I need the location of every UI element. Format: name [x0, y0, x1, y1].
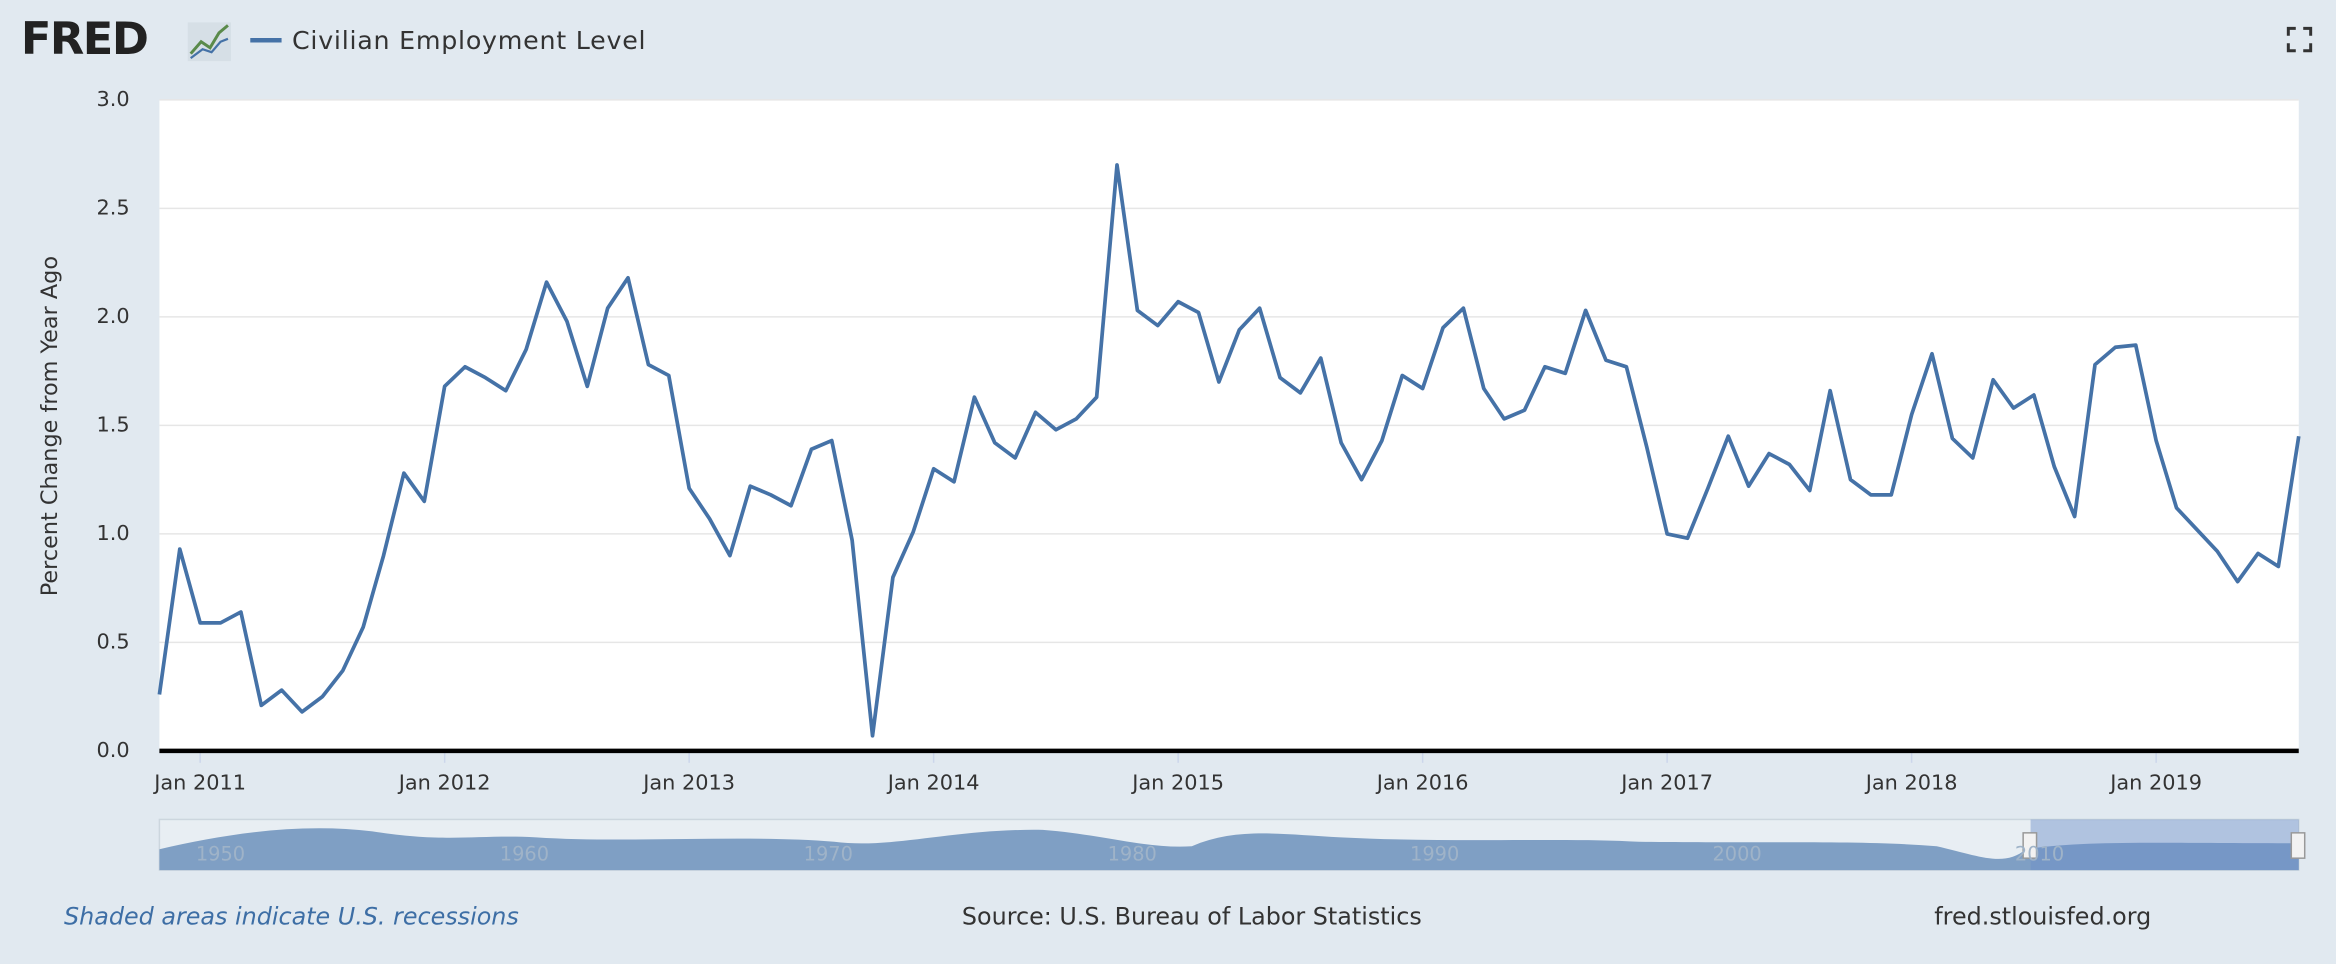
navigator-label: 1980 [1108, 843, 1157, 866]
logo: FRED [21, 13, 148, 65]
navigator-selection[interactable] [2030, 819, 2299, 871]
x-tick-label: Jan 2016 [1375, 771, 1469, 795]
y-axis-label: Percent Change from Year Ago [37, 256, 63, 596]
x-tick-label: Jan 2018 [1864, 771, 1958, 795]
x-tick-label: Jan 2012 [397, 771, 491, 795]
series-line [157, 163, 2301, 738]
logo-icon [187, 22, 231, 62]
navigator-label: 1950 [196, 843, 245, 866]
navigator-label: 1960 [500, 843, 549, 866]
site-link[interactable]: fred.stlouisfed.org [1934, 902, 2151, 930]
recession-note: Shaded areas indicate U.S. recessions [64, 902, 519, 930]
navigator-label: 2010 [2015, 843, 2064, 866]
y-tick-label: 1.0 [96, 521, 129, 545]
y-tick-label: 3.0 [96, 87, 129, 111]
navigator-handle[interactable] [2290, 832, 2306, 859]
source: Source: U.S. Bureau of Labor Statistics [962, 902, 1422, 930]
navigator-area [159, 828, 2299, 871]
x-tick-label: Jan 2011 [152, 771, 246, 795]
y-tick-label: 0.5 [96, 629, 129, 653]
navigator-label: 1970 [804, 843, 853, 866]
navigator: 1950 1960 1970 1980 1990 2000 2010 [158, 818, 2306, 871]
y-tick-label: 2.5 [96, 195, 129, 219]
x-tick-label: Jan 2014 [886, 771, 980, 795]
y-tick-label: 0.0 [96, 738, 129, 762]
navigator-label: 1990 [1410, 843, 1459, 866]
fullscreen-button[interactable] [2286, 26, 2313, 53]
y-tick-label: 1.5 [96, 412, 129, 436]
x-tick-label: Jan 2019 [2108, 771, 2202, 795]
y-tick-label: 2.0 [96, 304, 129, 328]
legend-label: Civilian Employment Level [292, 25, 646, 55]
x-tick-label: Jan 2015 [1130, 771, 1224, 795]
x-tick-label: Jan 2017 [1619, 771, 1713, 795]
x-tick-label: Jan 2013 [641, 771, 735, 795]
navigator-handle[interactable] [2022, 832, 2038, 859]
navigator-label: 2000 [1712, 843, 1761, 866]
